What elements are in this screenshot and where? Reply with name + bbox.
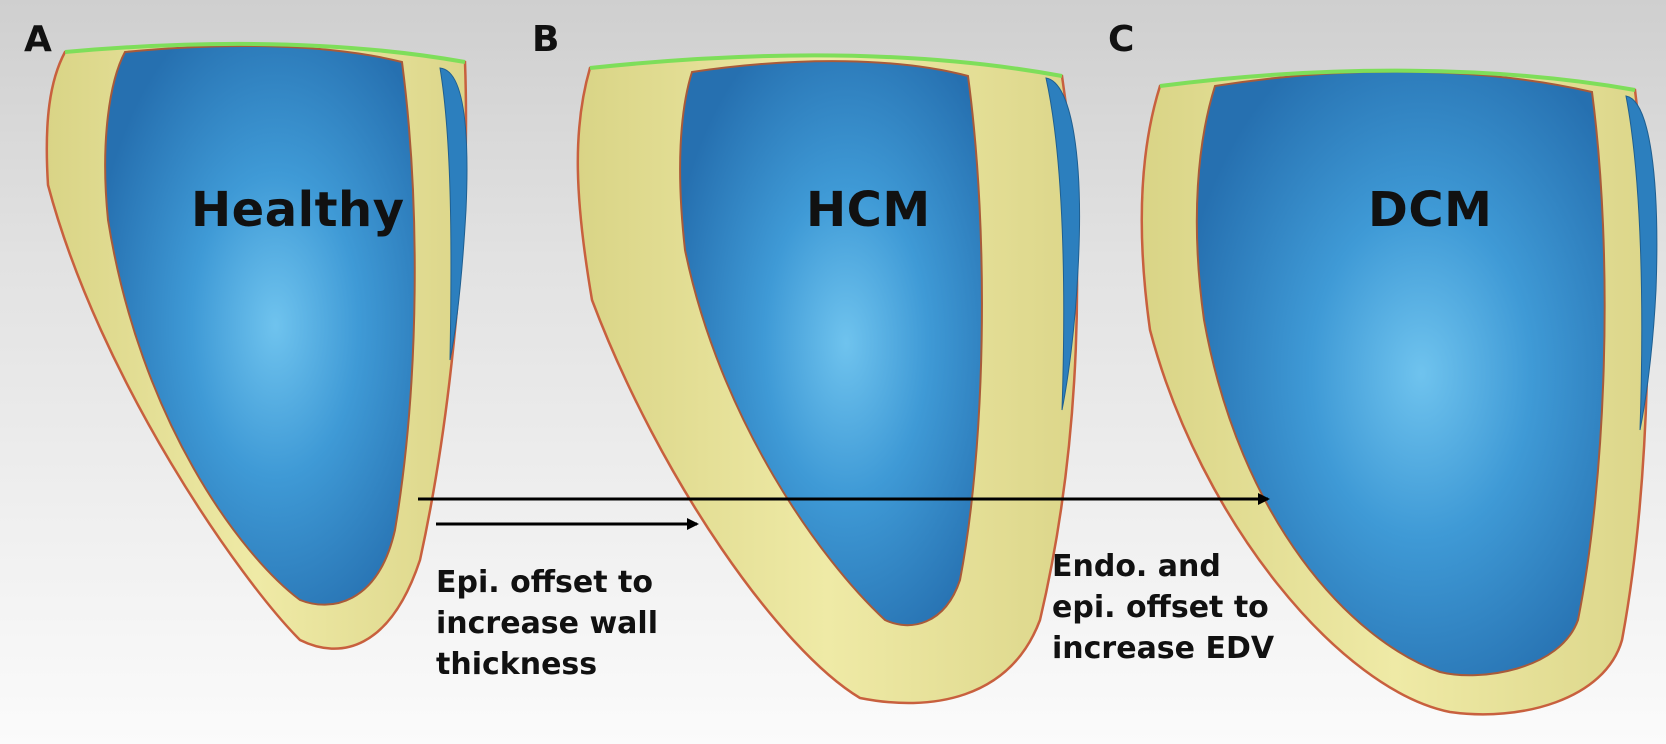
annotation-line: increase wall xyxy=(436,606,658,641)
annotation-line: Endo. and xyxy=(1052,549,1221,584)
heart-model-healthy xyxy=(45,41,468,650)
heart-model-dcm xyxy=(1140,68,1658,716)
annotation-edv: Endo. and epi. offset to increase EDV xyxy=(1052,546,1274,669)
base-rim xyxy=(589,53,1063,78)
rv-edge-sliver xyxy=(439,67,468,361)
rv-edge-sliver xyxy=(1045,77,1080,411)
base-rim xyxy=(1159,68,1636,92)
annotation-line: thickness xyxy=(436,647,598,682)
endocardium-cavity xyxy=(1195,70,1606,677)
panel-letter-c: C xyxy=(1108,19,1135,60)
label-dcm: DCM xyxy=(1368,182,1493,238)
annotation-line: epi. offset to xyxy=(1052,590,1269,625)
endocardium-cavity xyxy=(679,60,983,627)
heart-model-hcm xyxy=(576,53,1080,705)
annotation-line: Epi. offset to xyxy=(436,565,653,600)
annotation-line: increase EDV xyxy=(1052,631,1275,666)
annotation-wall-thickness: Epi. offset to increase wall thickness xyxy=(436,562,658,685)
panel-letter-b: B xyxy=(532,19,560,60)
rv-edge-sliver xyxy=(1625,95,1658,431)
label-healthy: Healthy xyxy=(191,182,405,238)
panel-letter-a: A xyxy=(24,19,52,60)
label-hcm: HCM xyxy=(806,182,931,238)
base-rim xyxy=(64,41,466,64)
endocardium-cavity xyxy=(104,45,416,606)
